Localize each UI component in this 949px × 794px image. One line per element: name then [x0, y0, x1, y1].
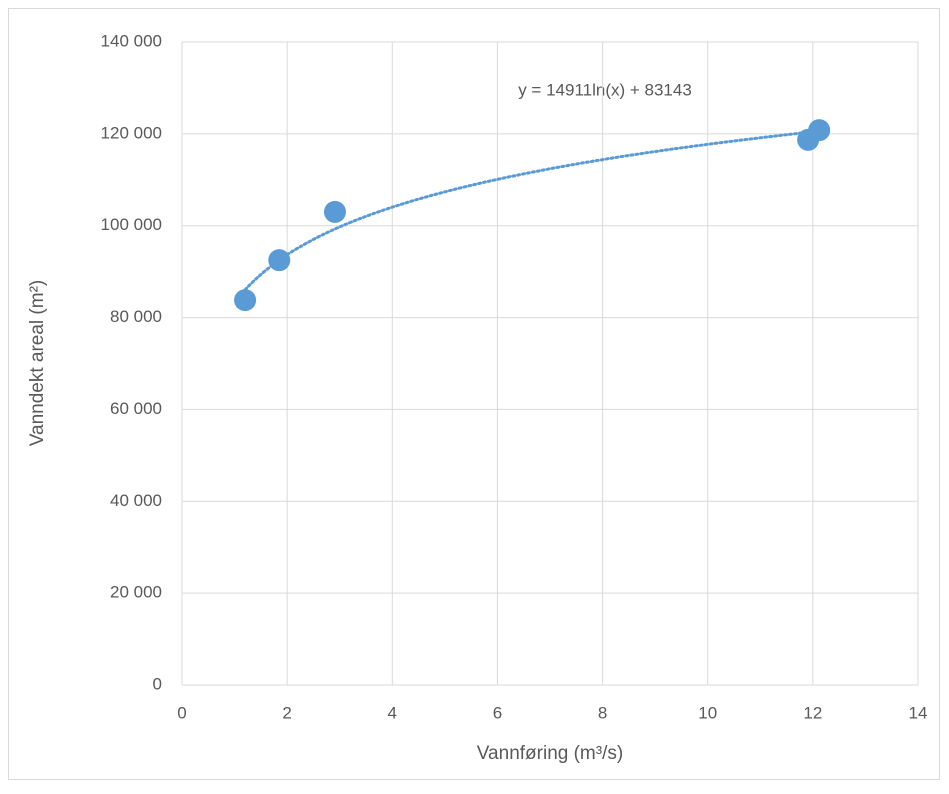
x-tick-label: 6 [493, 703, 502, 722]
x-tick-label: 0 [177, 703, 186, 722]
x-tick-label: 12 [803, 703, 822, 722]
y-tick-label: 120 000 [101, 123, 162, 142]
y-axis-title: Vanndekt areal (m²) [27, 280, 48, 447]
y-tick-label: 40 000 [110, 491, 162, 510]
x-tick-label: 10 [698, 703, 717, 722]
y-tick-label: 60 000 [110, 399, 162, 418]
data-point [323, 200, 346, 223]
y-tick-label: 0 [153, 674, 162, 693]
trendline-label: y = 14911ln(x) + 83143 [518, 80, 692, 99]
x-tick-label: 8 [598, 703, 607, 722]
x-axis-title: Vannføring (m³/s) [477, 743, 623, 764]
chart-border [8, 8, 940, 780]
x-tick-label: 14 [909, 703, 928, 722]
y-tick-label: 100 000 [101, 215, 162, 234]
x-tick-label: 2 [282, 703, 291, 722]
trendline [243, 129, 821, 292]
data-point [268, 249, 291, 272]
data-point [808, 119, 831, 142]
y-tick-label: 140 000 [101, 31, 162, 50]
x-tick-label: 4 [388, 703, 397, 722]
data-point [234, 289, 257, 312]
y-tick-label: 80 000 [110, 307, 162, 326]
y-tick-label: 20 000 [110, 583, 162, 602]
